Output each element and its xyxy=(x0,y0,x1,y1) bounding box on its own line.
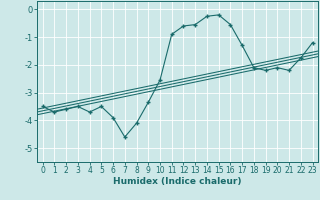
X-axis label: Humidex (Indice chaleur): Humidex (Indice chaleur) xyxy=(113,177,242,186)
